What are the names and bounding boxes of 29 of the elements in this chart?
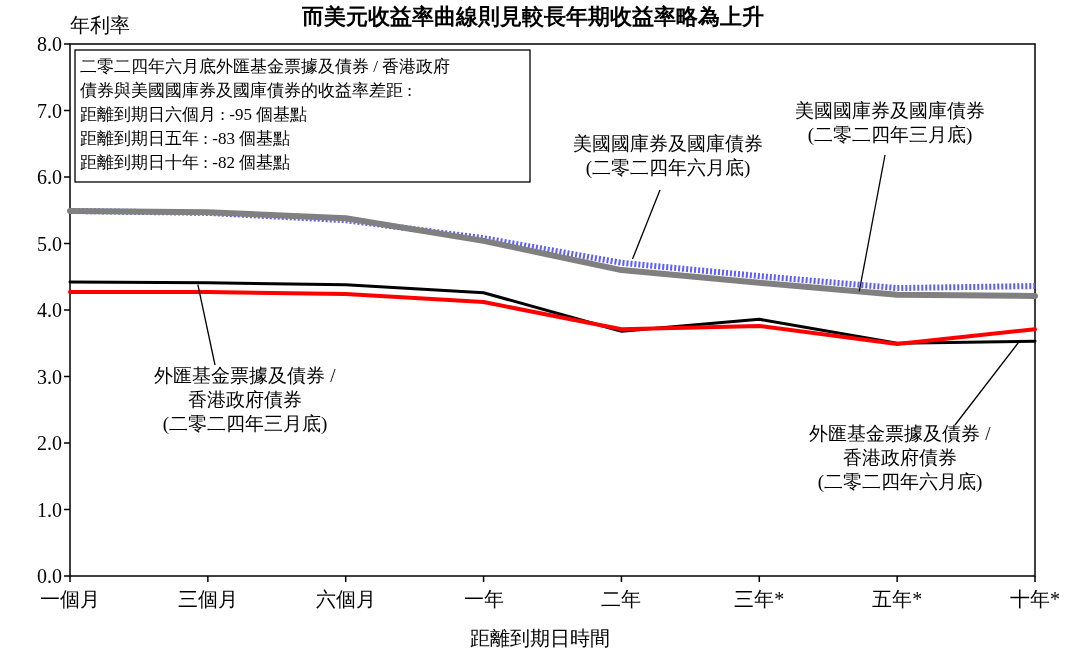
x-tick-label: 三年* <box>734 588 785 610</box>
x-tick-label: 二年 <box>601 588 642 610</box>
x-tick-label: 五年* <box>872 588 923 610</box>
y-tick-label: 5.0 <box>37 232 62 255</box>
annotation: 二零二四年六月底外匯基金票據及債券 / 香港政府債券與美國國庫券及國庫債券的收益率差距 : <box>80 57 451 100</box>
y-tick-label: 1.0 <box>37 498 62 521</box>
annotation: 距離到期日六個月 : -95 個基點 <box>80 105 308 124</box>
y-tick-label: 2.0 <box>37 432 62 454</box>
annotation: 距離到期日五年 : -83 個基點 <box>80 129 291 148</box>
y-tick-label: 8.0 <box>37 33 62 55</box>
text: 美國國庫券及國庫債券 (二零二四年六月底) <box>573 133 763 179</box>
x-tick-label: 一個月 <box>40 588 100 610</box>
y-tick-label: 3.0 <box>37 365 62 388</box>
x-tick-label: 六個月 <box>315 588 376 610</box>
x-axis-title: 距離到期日時間 <box>470 627 610 649</box>
y-axis-title: 年利率 <box>70 14 130 36</box>
text: 外匯基金票據及債券 / 香港政府債券 (二零二四年三月底) <box>154 365 337 435</box>
text: 外匯基金票據及債券 / 香港政府債券 (二零二四年六月底) <box>809 423 992 493</box>
text: 美國國庫券及國庫債券 (二零二四年三月底) <box>795 100 985 146</box>
annotation: 距離到期日十年 : -82 個基點 <box>80 153 291 172</box>
y-tick-label: 7.0 <box>37 99 62 122</box>
y-tick-label: 6.0 <box>37 166 62 188</box>
line-series <box>68 290 1037 346</box>
y-tick-label: 4.0 <box>37 299 62 321</box>
y-tick-label: 0.0 <box>37 565 62 587</box>
x-tick-label: 十年* <box>1010 588 1060 610</box>
chart-title: 而美元收益率曲線則見較長年期收益率略為上升 <box>301 4 764 29</box>
x-tick-label: 三個月 <box>177 588 238 610</box>
x-tick-label: 一年 <box>463 588 504 610</box>
